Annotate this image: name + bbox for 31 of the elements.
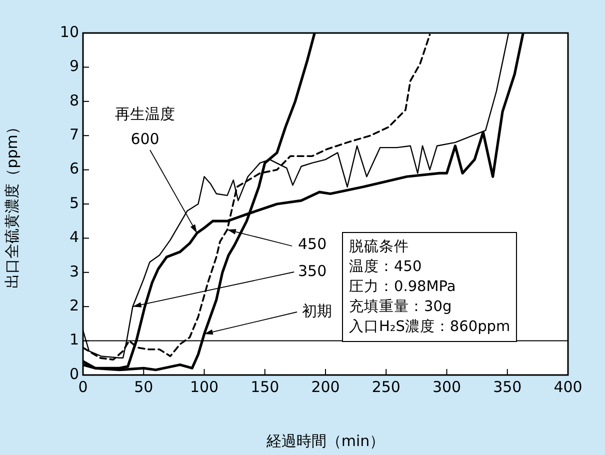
y-tick-label: 0 [69,364,79,383]
annotation: 入口H₂S濃度：860ppm [349,318,510,337]
annotation: 600 [130,130,160,148]
x-tick-label: 300 [432,378,462,396]
y-tick-label: 8 [69,91,79,110]
x-tick-label: 150 [250,378,280,396]
y-tick-label: 5 [69,194,79,212]
annotation: 圧力：0.98MPa [349,278,457,297]
annotation: 脱硫条件 [349,238,410,257]
y-tick-label: 10 [60,22,79,41]
annotation: 350 [298,262,327,280]
annotation: 温度：450 [349,258,423,277]
x-tick-label: 400 [554,378,582,396]
x-tick-label: 200 [311,378,340,396]
y-tick-label: 6 [69,160,79,178]
annotation: 充填重量：30g [349,298,453,317]
y-tick-label: 2 [69,296,79,314]
x-tick-label: 50 [134,378,154,396]
y-tick-label: 1 [69,330,79,349]
y-tick-label: 9 [69,57,79,76]
annotation: 再生温度 [115,104,175,123]
annotation: 450 [298,234,327,253]
x-tick-label: 100 [190,378,219,396]
y-tick-label: 3 [69,262,79,280]
y-tick-label: 4 [69,228,79,246]
y-tick-label: 7 [69,125,79,144]
x-axis-title: 経過時間（min） [265,432,385,450]
annotation: 初期 [302,302,332,320]
x-tick-label: 350 [493,378,522,396]
x-tick-label: 250 [372,378,400,396]
y-axis-title: 出口全硫黄濃度（ppm） [2,120,21,288]
